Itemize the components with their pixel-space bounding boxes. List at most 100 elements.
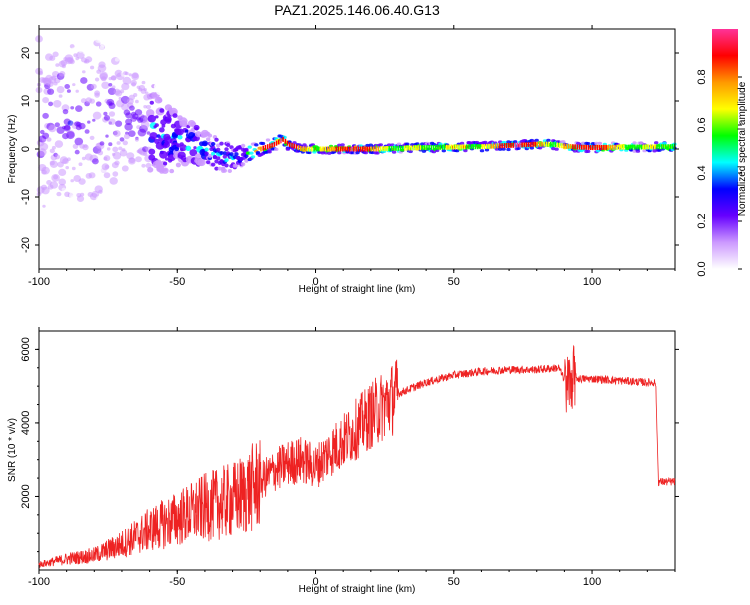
spectrogram-cell <box>71 166 76 171</box>
spectrogram-ridge-cell <box>649 144 652 150</box>
spectrogram-cell <box>145 162 152 169</box>
spectrogram-ridge-cell <box>308 146 311 152</box>
spectrogram-cell <box>244 154 249 158</box>
spectrogram-cell <box>39 213 45 219</box>
spectrogram-cell <box>110 199 114 203</box>
spectrogram-ridge-cell <box>362 146 364 152</box>
spectrogram-ridge-cell <box>373 146 375 152</box>
spectrogram-cell <box>224 163 229 168</box>
spectrogram-cell <box>119 149 128 157</box>
spectrogram-ridge-cell <box>543 141 545 147</box>
spectrogram-ridge-cell <box>280 138 282 144</box>
spectrogram-cell <box>211 162 216 167</box>
spectrogram-cell <box>66 89 71 93</box>
spectrogram-cell <box>122 76 132 85</box>
spectrogram-cell <box>479 149 485 153</box>
spectrogram-ridge-cell <box>390 146 393 151</box>
spectrogram-cell <box>121 82 130 91</box>
spectrogram-cell <box>222 154 227 159</box>
spectrogram-cell <box>513 140 518 144</box>
spectrogram-ridge-cell <box>581 144 583 150</box>
spectrogram-cell <box>642 149 647 153</box>
spectrogram-ridge-cell <box>605 144 607 150</box>
spectrogram-cell <box>206 160 211 165</box>
spectrogram-cell <box>222 168 227 173</box>
spectrogram-cell <box>107 185 111 189</box>
spectrogram-ridge-cell <box>454 144 457 150</box>
spectrogram-cell <box>405 142 410 146</box>
spectrogram-ridge-cell <box>667 144 669 150</box>
spectrogram-cell <box>211 142 216 146</box>
spectrogram-cell <box>159 150 168 159</box>
spectrogram-cell <box>96 33 105 41</box>
spectrogram-cell <box>42 132 50 139</box>
spectrogram-ridge-cell <box>392 145 395 151</box>
spectrogram-cell <box>133 93 138 97</box>
spectrogram-ridge-cell <box>426 145 428 151</box>
spectrogram-cell <box>234 152 239 157</box>
spectrogram-ridge-cell <box>457 144 459 150</box>
spectrogram-ridge-cell <box>359 146 362 152</box>
spectrogram-ridge-cell <box>448 144 450 150</box>
spectrogram-ridge-cell <box>525 142 528 148</box>
spectrogram-cell <box>105 39 112 45</box>
snr-x-label: Height of straight line (km) <box>299 584 416 595</box>
spectrogram-cell <box>551 147 556 151</box>
spectrogram-cell <box>108 142 113 147</box>
spectrogram-cell <box>109 177 118 185</box>
spectrogram-ridge-cell <box>521 142 523 148</box>
spectrogram-cell <box>454 149 460 153</box>
spectrogram-ridge-cell <box>572 144 574 150</box>
spectrogram-cell <box>632 141 637 145</box>
spectrogram-cell <box>57 38 61 42</box>
spectrogram-cell <box>53 174 59 180</box>
spectrogram-cell <box>84 129 90 134</box>
spectrogram-cell <box>87 120 91 124</box>
spectrogram-ridge-cell <box>512 142 514 148</box>
spectrogram-ridge-cell <box>642 144 645 150</box>
spectrogram-ridge-cell <box>324 146 326 152</box>
spectrogram-cell <box>70 47 77 53</box>
spectrogram-cell <box>594 141 599 145</box>
spectrogram-cell <box>141 80 146 85</box>
spectrogram-cell <box>149 100 154 105</box>
x-tick-label: 0 <box>312 576 318 588</box>
spectrogram-ridge-cell <box>583 144 585 150</box>
spectrogram-cell <box>89 186 95 192</box>
spectrogram-cell <box>184 129 189 133</box>
spectrogram-cell <box>267 150 272 154</box>
spectrogram-cell <box>247 145 252 149</box>
spectrogram-cell <box>107 192 111 196</box>
spectrogram-cell <box>108 118 116 125</box>
spectrogram-cell <box>118 184 123 188</box>
spectrogram-cell <box>484 148 490 152</box>
spectrogram-cell <box>214 137 219 142</box>
spectrogram-cell <box>147 183 153 188</box>
spectrogram-ridge-cell <box>441 144 444 150</box>
spectrogram-ridge-cell <box>598 145 601 150</box>
spectrogram-ridge-cell <box>443 144 446 150</box>
spectrogram-cell <box>108 102 116 110</box>
spectrogram-cell <box>260 141 266 146</box>
spectrogram-ridge-cell <box>554 142 556 148</box>
spectrogram-ridge-cell <box>346 146 349 152</box>
y-tick-label: -20 <box>20 237 32 253</box>
spectrogram-ridge-cell <box>379 146 382 152</box>
spectrogram-cell <box>135 156 142 163</box>
spectrogram-ridge-cell <box>545 141 548 147</box>
spectrogram-ridge-cell <box>488 143 490 149</box>
spectrogram-ridge-cell <box>494 143 497 149</box>
x-tick-label: 100 <box>583 276 601 288</box>
spectrogram-ridge-cell <box>353 146 355 152</box>
spectrogram-ridge-cell <box>468 144 470 150</box>
spectrogram-cell <box>153 180 157 184</box>
spectrogram-cell <box>224 147 229 152</box>
spectrogram-cell <box>97 150 104 156</box>
spectrogram-cell <box>119 89 125 94</box>
spectrogram-ridge-cell <box>514 142 517 148</box>
snr-panel: -100 -50 0 50 100 2000 4000 6000 Height of str… <box>7 327 679 595</box>
spectrogram-cell <box>98 61 106 68</box>
spectrogram-cell <box>143 88 147 92</box>
spectrogram-cell <box>144 174 150 180</box>
spectrogram-ridge-cell <box>375 146 377 152</box>
